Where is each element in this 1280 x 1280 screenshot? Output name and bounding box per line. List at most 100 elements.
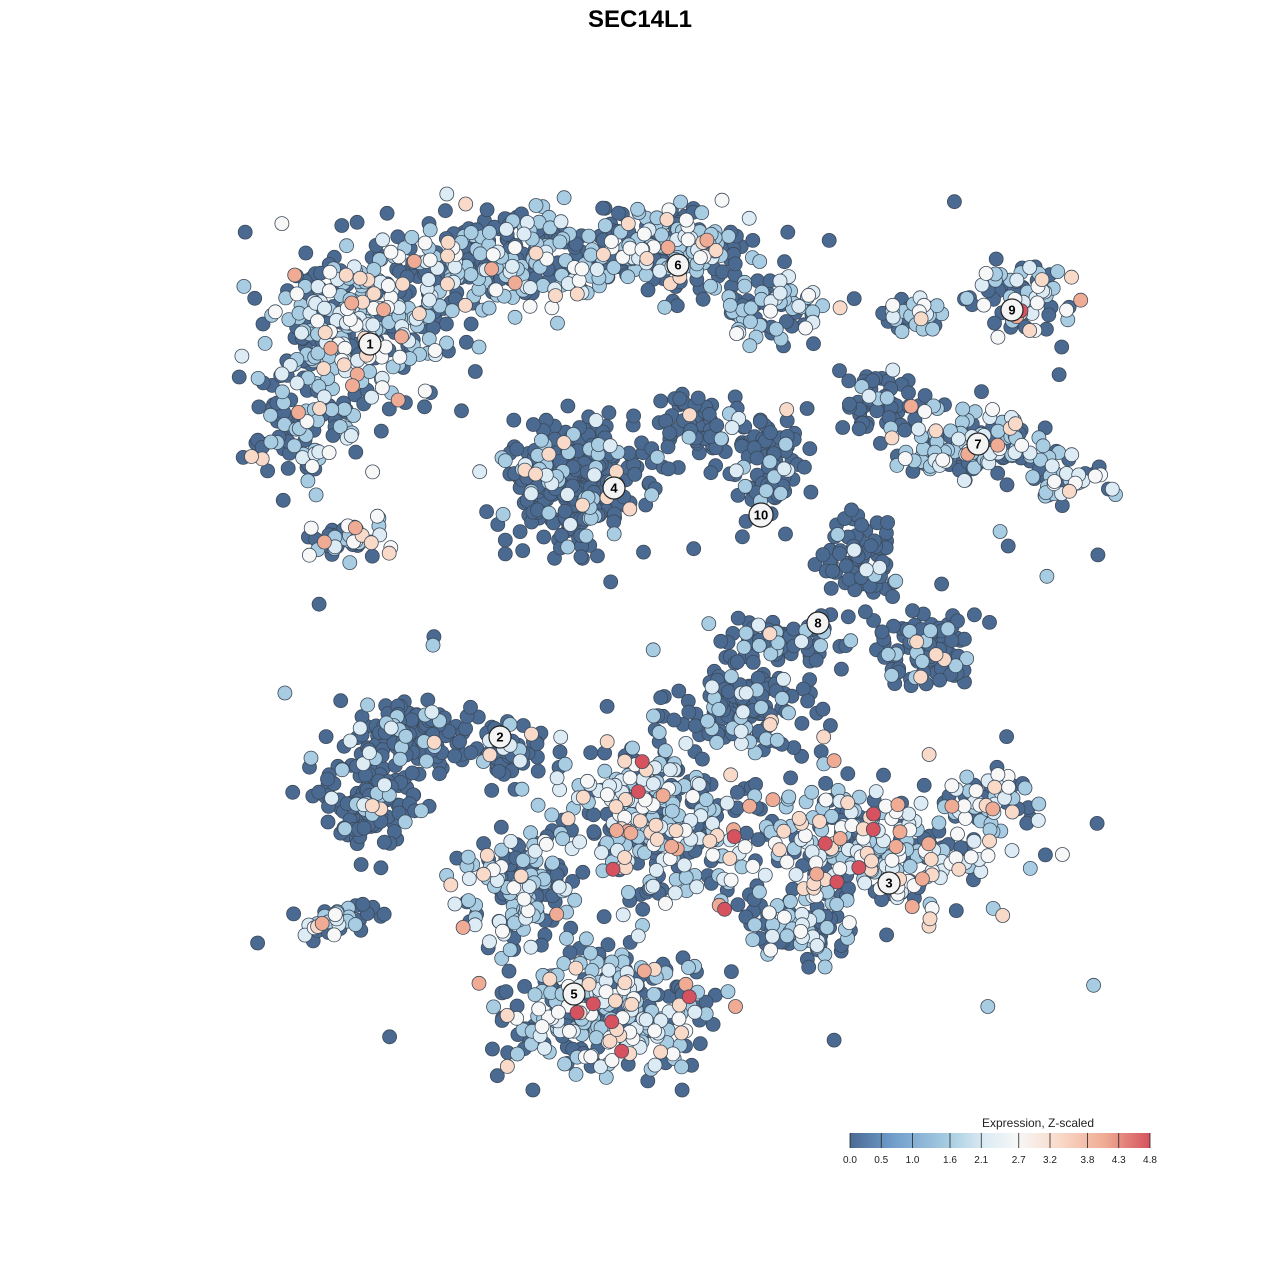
data-point	[666, 712, 682, 728]
data-point	[369, 508, 385, 524]
cluster-label-text: 7	[974, 437, 981, 452]
cluster-label-5: 5	[562, 982, 586, 1006]
data-point	[1054, 339, 1070, 355]
cluster-label-text: 4	[610, 481, 618, 496]
data-point	[779, 854, 795, 870]
data-point	[604, 234, 619, 249]
data-point	[763, 942, 778, 958]
data-point	[620, 269, 636, 285]
data-point	[601, 405, 617, 421]
data-point	[365, 464, 381, 480]
data-point	[668, 823, 684, 838]
data-point	[523, 939, 539, 955]
data-point	[777, 909, 792, 925]
data-point	[701, 406, 717, 422]
data-point	[698, 792, 714, 807]
data-point	[541, 446, 557, 462]
data-point	[1034, 272, 1050, 288]
data-point	[620, 216, 636, 232]
data-point	[644, 487, 660, 503]
colorbar	[850, 1133, 1150, 1148]
data-point	[781, 705, 796, 721]
data-point	[439, 276, 455, 292]
data-point	[966, 833, 982, 849]
data-point	[905, 603, 920, 618]
data-point	[838, 558, 854, 574]
data-point	[692, 1036, 708, 1051]
data-point	[316, 534, 332, 550]
data-point	[890, 797, 906, 813]
data-point	[733, 724, 749, 739]
data-point	[817, 959, 833, 975]
data-point	[447, 748, 463, 764]
data-point	[617, 850, 632, 865]
data-point	[601, 962, 617, 978]
data-point	[544, 300, 560, 316]
data-point	[286, 438, 302, 454]
data-point	[337, 821, 353, 837]
data-point	[921, 836, 937, 852]
data-point	[636, 544, 651, 560]
data-point	[801, 287, 816, 303]
data-point	[609, 823, 624, 838]
data-point	[523, 486, 539, 502]
data-point	[738, 685, 754, 701]
data-point	[761, 905, 777, 921]
data-point	[854, 517, 869, 533]
data-point	[678, 736, 694, 751]
data-point	[721, 228, 736, 244]
data-point	[646, 987, 662, 1002]
data-point	[397, 814, 413, 830]
data-point	[832, 546, 847, 561]
data-point	[779, 928, 795, 944]
data-point	[573, 549, 589, 565]
data-point	[383, 720, 399, 736]
cluster-label-7: 7	[966, 432, 990, 456]
data-point	[382, 1029, 398, 1045]
data-point	[730, 785, 745, 800]
data-point	[1030, 813, 1046, 828]
data-point	[322, 264, 338, 280]
data-point	[662, 762, 678, 778]
data-point	[913, 795, 929, 811]
data-point	[659, 212, 675, 227]
data-point	[597, 218, 613, 234]
data-point	[514, 781, 530, 797]
data-point	[568, 960, 584, 976]
data-point	[376, 906, 392, 922]
data-point	[303, 520, 319, 536]
data-point	[664, 839, 679, 854]
data-point	[323, 340, 339, 356]
cluster-label-text: 1	[366, 337, 373, 352]
data-point	[632, 813, 648, 829]
data-point	[463, 267, 479, 283]
data-point	[556, 190, 572, 206]
data-point	[687, 1004, 703, 1020]
data-point	[311, 596, 327, 612]
data-point	[308, 487, 324, 503]
data-point	[552, 782, 567, 798]
data-point	[819, 920, 835, 935]
data-point	[765, 792, 781, 808]
data-point	[452, 734, 468, 750]
data-point	[599, 787, 615, 802]
data-point	[737, 478, 753, 494]
data-point	[344, 295, 360, 311]
data-point	[1025, 469, 1041, 485]
data-point	[512, 524, 528, 539]
data-point	[579, 931, 594, 947]
data-point	[786, 621, 801, 637]
data-point	[606, 526, 622, 542]
data-point	[749, 450, 765, 466]
data-point	[681, 989, 697, 1005]
data-point	[990, 423, 1006, 439]
data-point	[458, 721, 474, 736]
data-point	[990, 465, 1006, 481]
data-point	[865, 822, 881, 837]
data-point	[681, 704, 697, 720]
data-point	[931, 815, 947, 831]
data-point	[336, 357, 352, 373]
data-point	[646, 776, 661, 792]
data-point	[581, 228, 597, 244]
data-point	[914, 654, 930, 669]
